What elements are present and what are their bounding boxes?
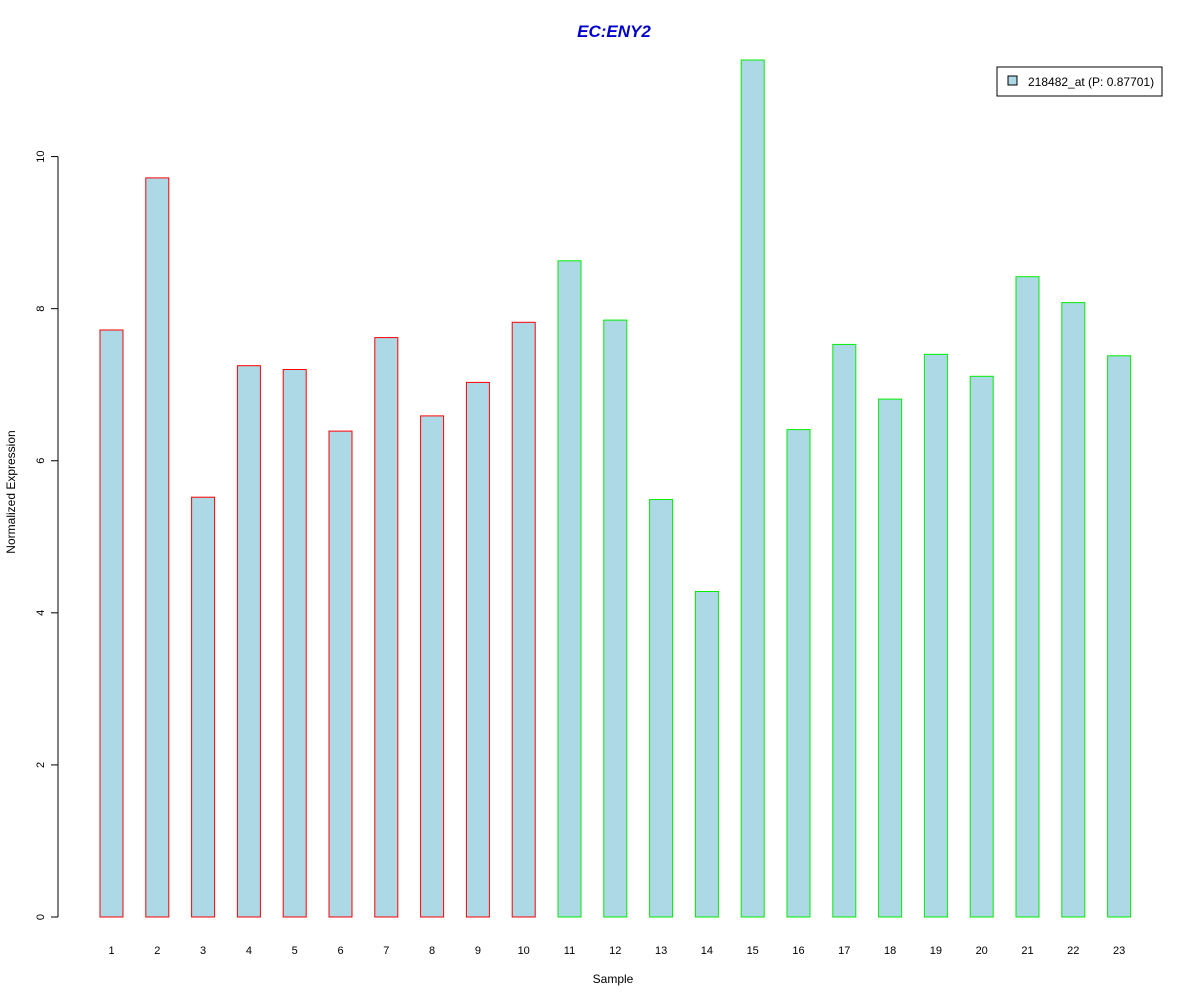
x-tick-label: 19 [930,945,942,957]
x-tick-label: 16 [792,945,804,957]
x-tick-label: 13 [655,945,667,957]
x-tick-label: 15 [747,945,759,957]
bar-sample-3 [191,496,216,918]
bar-sample-14 [694,591,719,918]
bar-sample-9 [465,381,490,918]
x-tick-label: 12 [609,945,621,957]
y-tick-label: 10 [35,150,47,162]
bar-sample-4 [236,365,261,918]
bar-sample-10 [511,321,536,918]
bar-sample-8 [420,415,445,918]
bar-sample-13 [649,499,674,918]
bar-sample-7 [374,337,399,918]
bar-sample-22 [1061,302,1086,918]
x-tick-label: 2 [154,945,160,957]
y-tick-label: 2 [35,762,47,768]
x-tick-labels: 1 2 3 4 5 6 7 8 9 10 11 12 13 14 15 16 17 18 19 20 21 22 23 [108,945,1125,957]
y-axis-label: Normalized Expression [4,430,18,553]
legend-box [996,66,1163,97]
legend: 218482_at (P: 0.87701) [996,66,1163,97]
bar-sample-5 [282,369,307,918]
bar-sample-15 [740,59,765,918]
legend-swatch [1007,75,1018,86]
x-tick-label: 1 [108,945,114,957]
x-tick-label: 21 [1021,945,1033,957]
x-tick-label: 4 [246,945,252,957]
bar-sample-12 [603,319,628,918]
y-axis: 0 2 4 6 8 10 [35,150,59,920]
x-tick-label: 22 [1067,945,1079,957]
x-tick-label: 6 [337,945,343,957]
x-tick-label: 17 [838,945,850,957]
bar-sample-1 [99,329,124,918]
bar-sample-16 [786,429,811,918]
bar-sample-21 [1015,276,1040,918]
bar-sample-17 [832,343,857,918]
bar-sample-19 [923,353,948,918]
x-tick-label: 8 [429,945,435,957]
bar-sample-2 [145,177,170,918]
bar-sample-11 [557,260,582,918]
x-tick-label: 10 [518,945,530,957]
x-tick-label: 3 [200,945,206,957]
bar-sample-23 [1107,355,1132,918]
y-tick-label: 4 [35,610,47,616]
x-tick-label: 20 [976,945,988,957]
x-tick-label: 11 [564,945,575,957]
y-tick-label: 0 [35,914,47,920]
x-tick-label: 18 [884,945,896,957]
bars [99,59,1132,918]
chart-title: EC:ENY2 [577,22,651,41]
x-tick-label: 7 [383,945,389,957]
bar-sample-6 [328,430,353,918]
x-axis-label: Sample [593,972,634,986]
y-tick-label: 6 [35,458,47,464]
x-tick-label: 5 [292,945,298,957]
x-tick-label: 9 [475,945,481,957]
y-tick-label: 8 [35,306,47,312]
legend-label: 218482_at (P: 0.87701) [1028,75,1154,89]
x-tick-label: 14 [701,945,713,957]
bar-sample-20 [969,375,994,918]
x-tick-label: 23 [1113,945,1125,957]
bar-sample-18 [878,398,903,918]
